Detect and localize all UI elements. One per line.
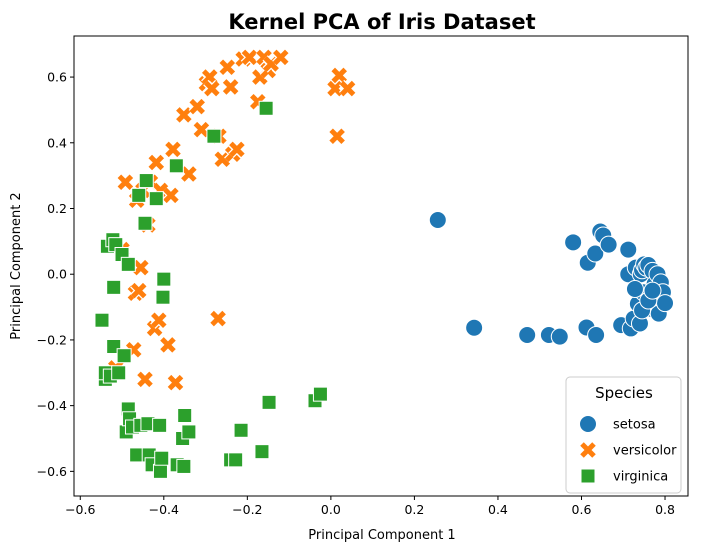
virginica-point [138,173,154,189]
virginica-point [261,394,277,410]
setosa-point [518,326,537,344]
y-axis-label: Principal Component 2 [9,192,24,339]
versicolor-point [272,48,290,67]
x-tick-label: −0.6 [65,502,95,517]
setosa-point [564,233,583,252]
virginica-point [152,417,168,433]
virginica-point [155,289,171,305]
versicolor-point [132,258,150,277]
x-tick-label: 0.6 [572,502,592,517]
versicolor-point [218,58,236,76]
virginica-point [106,279,122,295]
versicolor-point [130,281,148,300]
versicolor-point [209,309,227,328]
legend-label-setosa: setosa [613,418,656,433]
x-axis-label: Principal Component 1 [308,528,455,543]
versicolor-point [164,140,182,159]
legend-box [565,376,682,494]
x-tick-label: −0.4 [149,502,179,517]
versicolor-point [192,120,211,139]
y-tick-label: 0.0 [47,267,67,282]
setosa-point [465,318,484,337]
legend-title: Species [595,384,653,402]
x-tick-label: 0.8 [655,502,675,517]
legend: Species setosa versicolor virginica [565,376,682,494]
setosa-point [586,244,605,263]
legend-label-versicolor: versicolor [613,444,677,459]
virginica-point [176,458,192,474]
versicolor-point [240,48,259,67]
versicolor-point [136,370,154,389]
y-tick-label: −0.2 [37,332,67,347]
versicolor-point [326,79,344,98]
virginica-point [131,187,147,203]
x-tick-label: −0.2 [232,502,262,517]
versicolor-point [213,150,231,168]
legend-marker-setosa [579,415,597,433]
versicolor-point [188,97,206,116]
versicolor-point [147,153,165,172]
versicolor-point [203,79,221,98]
virginica-point [116,348,132,364]
virginica-point [233,422,249,438]
virginica-point [254,444,270,460]
virginica-point [137,215,153,231]
setosa-point [656,294,675,313]
setosa-point [625,280,644,298]
versicolor-point [159,336,177,354]
x-tick-label: 0.4 [488,502,508,517]
virginica-point [312,386,328,402]
virginica-point [111,365,127,381]
virginica-point [228,452,244,468]
y-axis: −0.6 −0.4 −0.2 0.0 0.2 0.4 0.6 [37,70,74,479]
versicolor-point [330,66,348,85]
setosa-point [599,235,618,254]
virginica-point [181,424,197,440]
y-tick-label: −0.4 [37,398,67,413]
versicolor-point [221,78,240,96]
setosa-point [550,327,569,346]
virginica-point [168,158,184,174]
versicolor-point [162,186,180,205]
chart-title: Kernel PCA of Iris Dataset [228,10,535,34]
virginica-point [94,312,110,328]
plot-frame [73,35,689,497]
setosa-point [619,240,638,259]
virginica-point [152,463,168,479]
versicolor-point [166,373,185,392]
virginica-point [177,408,193,423]
versicolor-point [150,311,168,329]
x-tick-label: 0.2 [404,502,424,517]
versicolor-point [328,127,346,145]
virginica-point [120,256,136,272]
versicolor-point [116,173,135,191]
legend-label-virginica: virginica [613,470,668,485]
x-tick-label: 0.0 [321,502,341,517]
y-tick-label: 0.4 [47,135,67,150]
y-tick-label: 0.2 [47,201,67,216]
virginica-point [206,128,222,144]
versicolor-point [338,79,357,98]
versicolor-point [180,165,198,183]
legend-marker-versicolor [579,441,597,459]
virginica-point [258,100,274,116]
versicolor-point [228,140,246,159]
virginica-point [154,450,170,466]
y-tick-label: −0.6 [37,464,67,479]
y-tick-label: 0.6 [47,70,67,85]
virginica-point [129,447,145,463]
setosa-point [643,281,662,300]
setosa-point [428,211,447,229]
versicolor-point [175,106,193,124]
versicolor-point [201,68,219,86]
data-points [94,48,675,479]
setosa-point [587,326,606,344]
legend-marker-virginica [580,468,596,484]
x-axis: −0.6 −0.4 −0.2 0.0 0.2 0.4 0.6 0.8 [65,496,675,517]
virginica-point [156,271,172,287]
virginica-point [148,191,164,207]
